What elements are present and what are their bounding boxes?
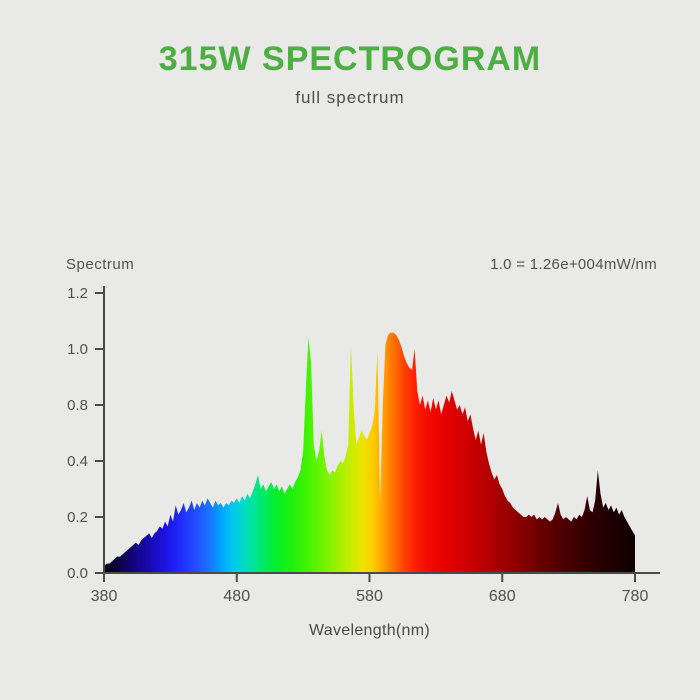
y-tick-label: 1.2 [67, 285, 88, 302]
spectrum-area [104, 332, 635, 573]
x-tick-label: 780 [622, 588, 649, 605]
x-axis-title: Wavelength(nm) [309, 622, 430, 639]
y-tick-label: 0.0 [67, 565, 88, 582]
y-tick-label: 0.2 [67, 509, 88, 526]
page-title: 315W SPECTROGRAM [158, 40, 542, 78]
y-axis-title: Spectrum [66, 256, 135, 273]
y-tick-label: 1.0 [67, 341, 88, 358]
scale-note: 1.0 = 1.26e+004mW/nm [490, 256, 657, 273]
page-subtitle: full spectrum [295, 88, 405, 107]
y-tick-label: 0.4 [67, 453, 88, 470]
y-tick-label: 0.8 [67, 397, 88, 414]
x-tick-label: 480 [223, 588, 250, 605]
x-tick-label: 380 [91, 588, 118, 605]
x-tick-label: 580 [356, 588, 383, 605]
x-tick-label: 680 [489, 588, 516, 605]
